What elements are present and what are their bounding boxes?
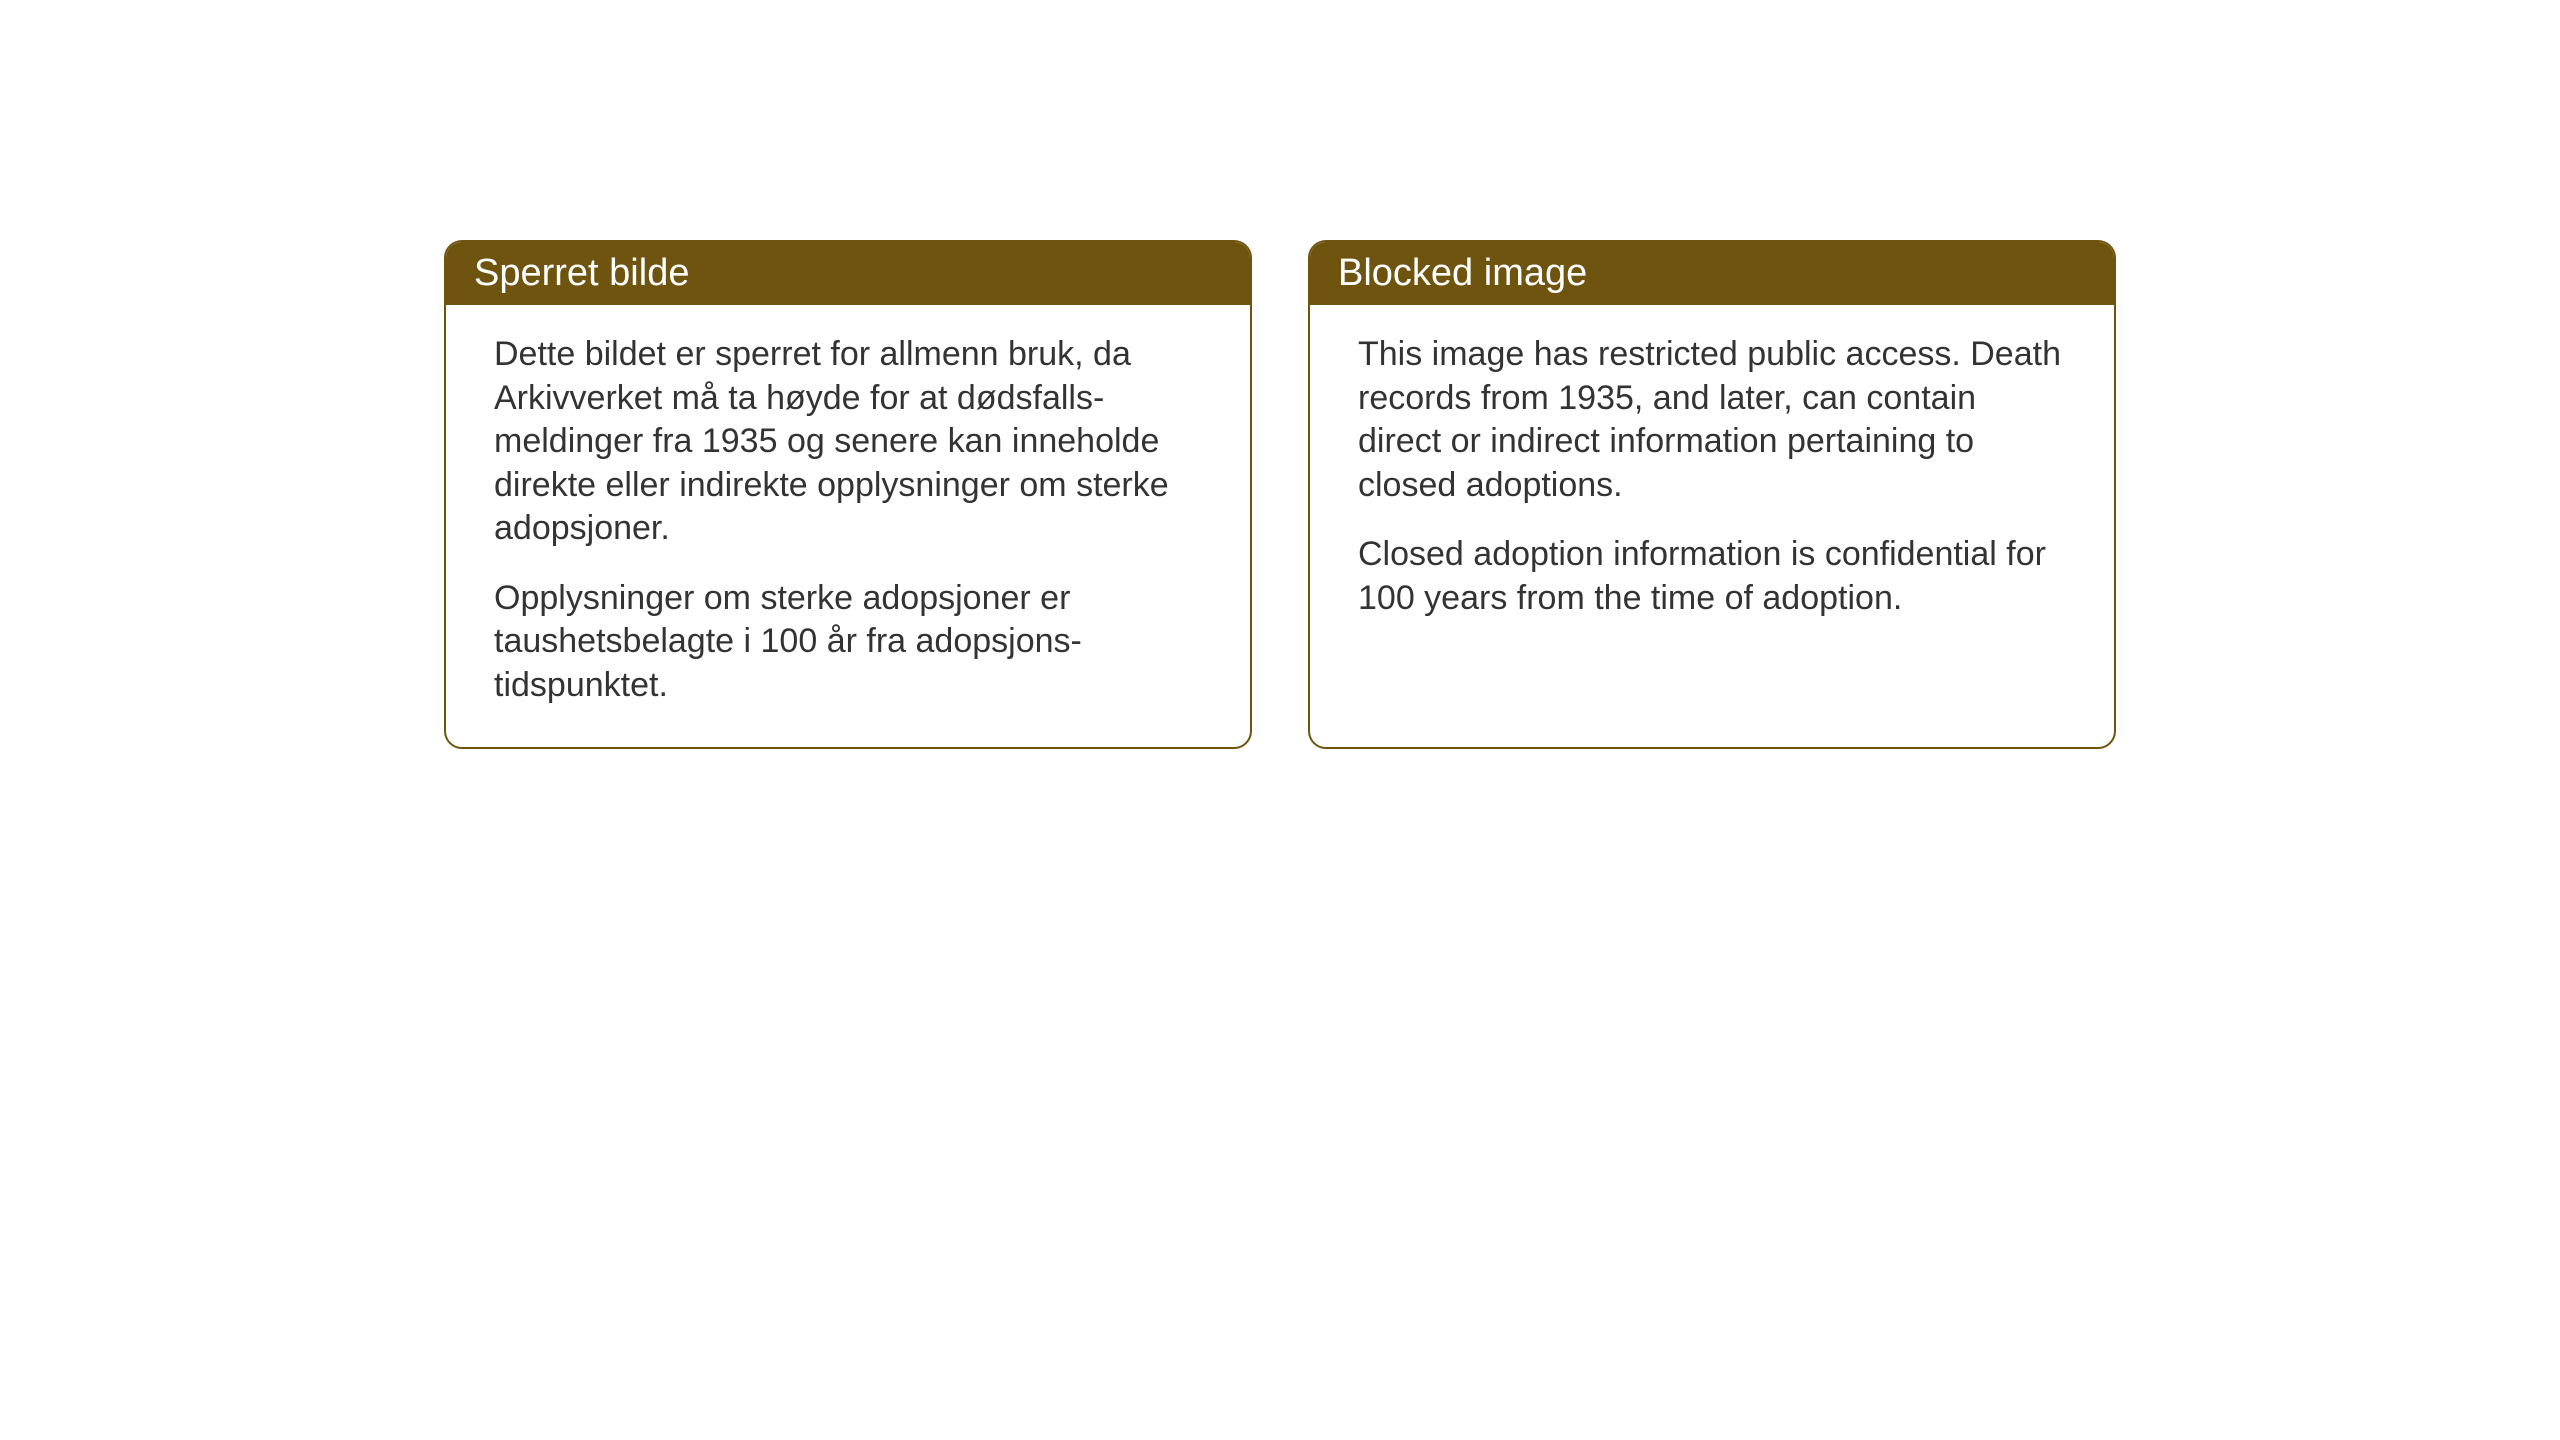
card-paragraph-1-norwegian: Dette bildet er sperret for allmenn bruk… — [494, 333, 1202, 551]
card-title-norwegian: Sperret bilde — [474, 252, 689, 294]
card-paragraph-1-english: This image has restricted public access.… — [1358, 333, 2066, 507]
cards-container: Sperret bilde Dette bildet er sperret fo… — [444, 240, 2116, 749]
card-paragraph-2-norwegian: Opplysninger om sterke adopsjoner er tau… — [494, 577, 1202, 708]
card-header-norwegian: Sperret bilde — [446, 242, 1250, 305]
card-norwegian: Sperret bilde Dette bildet er sperret fo… — [444, 240, 1252, 749]
card-english: Blocked image This image has restricted … — [1308, 240, 2116, 749]
card-title-english: Blocked image — [1338, 252, 1587, 294]
card-body-norwegian: Dette bildet er sperret for allmenn bruk… — [446, 305, 1250, 747]
card-header-english: Blocked image — [1310, 242, 2114, 305]
card-paragraph-2-english: Closed adoption information is confident… — [1358, 533, 2066, 620]
card-body-english: This image has restricted public access.… — [1310, 305, 2114, 660]
